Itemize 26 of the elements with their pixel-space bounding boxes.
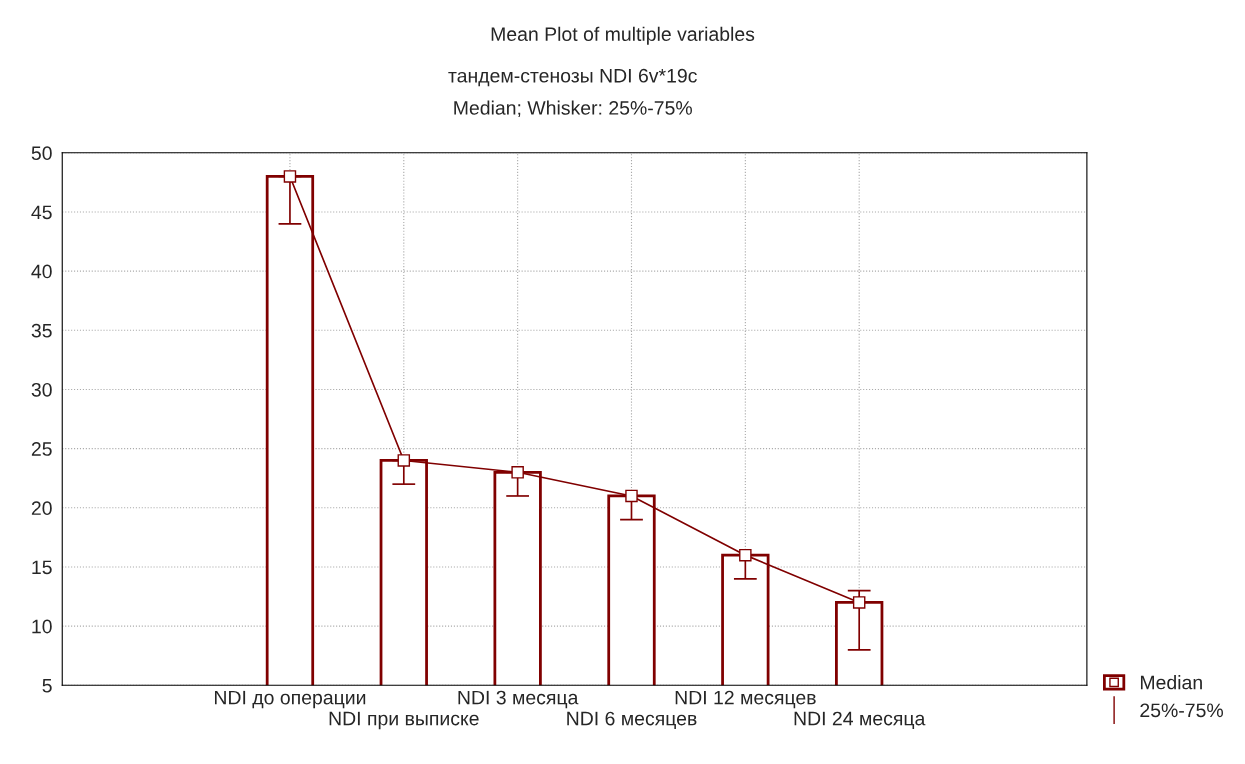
chart-subtitle: тандем-стенозы NDI 6v*19c Median; Whisker: 25%-75%: [448, 68, 697, 118]
point: [283, 170, 297, 183]
y-tick-label: 30: [31, 382, 52, 397]
y-tick-label: 10: [32, 619, 52, 634]
point: [511, 466, 524, 479]
x-tick-label: NDI 24 месяца: [794, 711, 926, 730]
legend-label: Median: [1140, 675, 1202, 690]
y-tick-label: 50: [31, 146, 52, 161]
y-tick-label: 25: [31, 442, 52, 456]
chart-title: Mean Plot of multiple variables: [491, 26, 755, 45]
y-tick-label: 35: [31, 323, 52, 338]
y-tick-label: 45: [31, 205, 52, 220]
x-tick-label: NDI при выписке: [329, 711, 479, 730]
point: [852, 596, 866, 609]
x-tick-label: NDI 3 месяца: [458, 690, 579, 709]
x-tick-label: NDI 6 месяцев: [567, 711, 697, 730]
x-tick-label: NDI до операции: [215, 690, 366, 709]
y-tick-label: 40: [31, 264, 52, 279]
point: [625, 489, 638, 503]
point: [739, 548, 752, 562]
x-tick-label: NDI 12 месяцев: [675, 690, 816, 709]
point: [397, 454, 411, 467]
y-tick-label: 15: [32, 560, 52, 575]
y-tick-label: 5: [42, 678, 52, 693]
y-tick-label: 20: [31, 501, 52, 516]
text: 25%-75%: [1140, 703, 1223, 718]
